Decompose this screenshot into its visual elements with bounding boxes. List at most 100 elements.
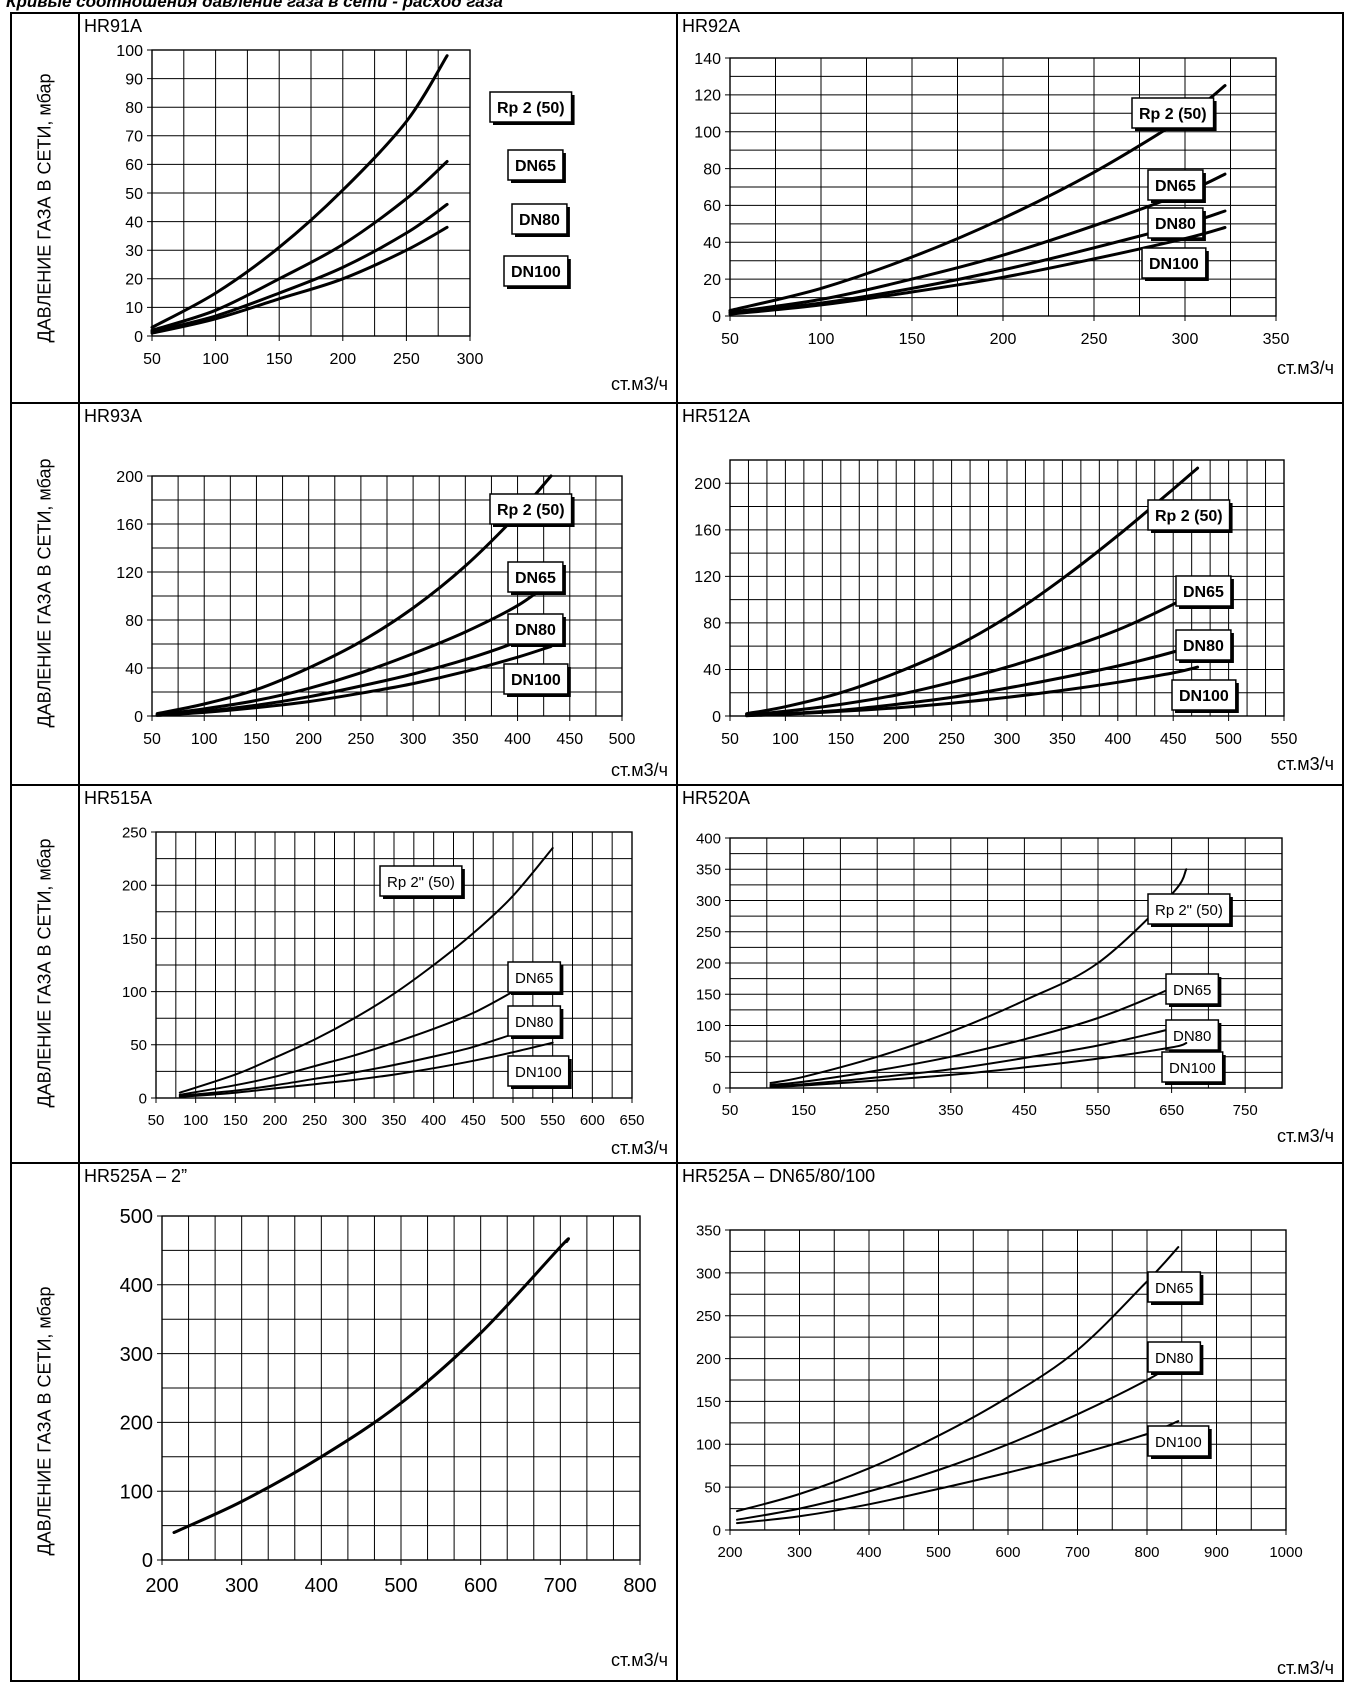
series-label-rp-2-50: Rp 2 (50) xyxy=(489,91,575,125)
x-tick-label: 550 xyxy=(1085,1102,1110,1119)
x-tick-label: 300 xyxy=(225,1575,258,1597)
y-tick-label: 50 xyxy=(130,1037,147,1054)
y-tick-label: 60 xyxy=(125,157,143,174)
series-line-dn100 xyxy=(728,226,1227,316)
y-tick-label: 150 xyxy=(696,987,721,1004)
y-tick-label: 100 xyxy=(122,984,147,1001)
chart-title: HR512A xyxy=(682,406,751,426)
y-tick-label: 0 xyxy=(142,1550,153,1572)
column-divider xyxy=(676,14,678,1680)
series-label-dn80: DN80 xyxy=(1147,1341,1204,1375)
x-tick-label: 50 xyxy=(143,731,161,748)
series-line-dn65 xyxy=(150,160,449,332)
chart-title: HR92A xyxy=(682,16,741,36)
series-line-dn100 xyxy=(736,1420,1180,1525)
y-tick-label: 150 xyxy=(696,1394,721,1411)
series-label-dn80: DN80 xyxy=(1165,1019,1222,1053)
x-tick-label: 350 xyxy=(938,1102,963,1119)
x-tick-label: 400 xyxy=(421,1112,446,1129)
y-tick-label: 40 xyxy=(703,662,721,679)
chart-svg: 50 100 150 200 250 300 0 10 20 30 40 50 60 70 80 90 100 R… xyxy=(116,43,575,368)
chart-panel-hr91a: HR91A ст.м3/ч 50 100 150 200 250 300 0 10 20 30 40… xyxy=(80,14,676,402)
x-tick-label: 300 xyxy=(457,351,484,368)
x-tick-label: 800 xyxy=(1134,1544,1159,1561)
series-label-text: DN100 xyxy=(515,1064,562,1081)
y-tick-label: 100 xyxy=(696,1437,721,1454)
y-tick-label: 300 xyxy=(120,1344,153,1366)
chart-svg: 50 100 150 200 250 300 350 400 450 500 0 40 80 120 160… xyxy=(116,469,635,748)
x-tick-label: 450 xyxy=(1160,731,1187,748)
chart-panel-hr520a: HR520A ст.м3/ч 50 150 250 350 450 550 650 750 0 5… xyxy=(678,786,1342,1162)
series-line-rp-2-50 xyxy=(155,474,553,716)
series-label-text: DN100 xyxy=(1179,688,1229,705)
series-label-text: DN65 xyxy=(515,970,553,987)
y-tick-label: 400 xyxy=(696,830,721,847)
chart-title: HR525A – 2” xyxy=(84,1166,188,1186)
series-label-box xyxy=(503,255,569,287)
series-label-rp-2-50: Rp 2 (50) xyxy=(1147,499,1233,533)
series-label-box xyxy=(1147,499,1231,531)
series-label-box xyxy=(1175,629,1232,661)
y-tick-label: 0 xyxy=(139,1090,147,1107)
x-tick-label: 650 xyxy=(1159,1102,1184,1119)
plot-area-frame xyxy=(729,459,1285,717)
series-line-rp-2-50 xyxy=(150,54,449,329)
y-tick-label: 80 xyxy=(125,613,143,630)
series-label-dn80: DN80 xyxy=(507,613,566,647)
chart-title: HR93A xyxy=(84,406,143,426)
series-label-box xyxy=(1147,1271,1202,1303)
series-label-text: DN80 xyxy=(1155,216,1196,233)
x-tick-label: 250 xyxy=(938,731,965,748)
series-label-text: DN65 xyxy=(515,570,556,587)
series-label-text: DN80 xyxy=(519,212,560,229)
x-tick-label: 500 xyxy=(926,1544,951,1561)
x-tick-label: 350 xyxy=(381,1112,406,1129)
series-label-box xyxy=(1171,679,1237,711)
series-label-text: DN80 xyxy=(1155,1350,1193,1367)
y-tick-label: 250 xyxy=(122,824,147,841)
y-tick-label: 40 xyxy=(125,661,143,678)
series-label-text: DN80 xyxy=(1183,638,1224,655)
y-tick-label: 70 xyxy=(125,129,143,146)
series-label-dn65: DN65 xyxy=(1147,169,1206,203)
x-tick-label: 700 xyxy=(544,1575,577,1597)
x-tick-label: 100 xyxy=(191,731,218,748)
x-tick-label: 250 xyxy=(865,1102,890,1119)
series-label-text: DN100 xyxy=(1169,1060,1216,1077)
y-tick-label: 200 xyxy=(122,878,147,895)
series-label-text: DN100 xyxy=(1149,256,1199,273)
x-tick-label: 300 xyxy=(1172,331,1199,348)
series-label-dn65: DN65 xyxy=(1147,1271,1204,1305)
y-tick-label: 10 xyxy=(125,300,143,317)
series-label-dn100: DN100 xyxy=(1161,1051,1226,1085)
y-tick-label: 50 xyxy=(704,1480,721,1497)
y-tick-label: 40 xyxy=(703,235,721,252)
x-tick-label: 50 xyxy=(721,331,739,348)
series-line-dn80 xyxy=(736,1360,1180,1521)
x-tick-label: 1000 xyxy=(1269,1544,1302,1561)
series-label-dn65: DN65 xyxy=(507,561,566,595)
y-axis-label-cell: ДАВЛЕНИЕ ГАЗА В СЕТИ, мбар xyxy=(12,1162,78,1680)
y-tick-label: 120 xyxy=(116,565,143,582)
series-label-text: DN80 xyxy=(515,622,556,639)
y-tick-label: 0 xyxy=(134,329,143,346)
x-tick-label: 700 xyxy=(1065,1544,1090,1561)
y-axis-label-cell: ДАВЛЕНИЕ ГАЗА В СЕТИ, мбар xyxy=(12,784,78,1162)
page-title: Кривые соотношения давление газа в сети … xyxy=(6,0,503,11)
y-tick-label: 100 xyxy=(120,1481,153,1503)
x-tick-label: 100 xyxy=(202,351,229,368)
series-label-dn80: DN80 xyxy=(511,203,570,237)
x-tick-label: 200 xyxy=(329,351,356,368)
y-tick-label: 400 xyxy=(120,1275,153,1297)
chart-svg: 50 150 250 350 450 550 650 75005010015020025030… xyxy=(696,830,1283,1119)
y-tick-label: 0 xyxy=(713,1080,721,1097)
x-tick-label: 450 xyxy=(1012,1102,1037,1119)
series-line-dn100 xyxy=(178,1041,554,1098)
chart-svg: 50 100 150 200 250 300 350 400 450 500 550 600 65005… xyxy=(122,824,645,1129)
x-tick-label: 800 xyxy=(623,1575,656,1597)
y-tick-label: 30 xyxy=(125,243,143,260)
chart-panel-hr93a: HR93A ст.м3/ч 50 100 150 200 250 300 350 400 450… xyxy=(80,404,676,784)
chart-panel-hr92a: HR92A ст.м3/ч 50 100 150 200 250 300 350 0 20 40 6… xyxy=(678,14,1342,402)
series-label-box xyxy=(503,663,569,695)
x-axis-unit: ст.м3/ч xyxy=(1276,1126,1334,1146)
